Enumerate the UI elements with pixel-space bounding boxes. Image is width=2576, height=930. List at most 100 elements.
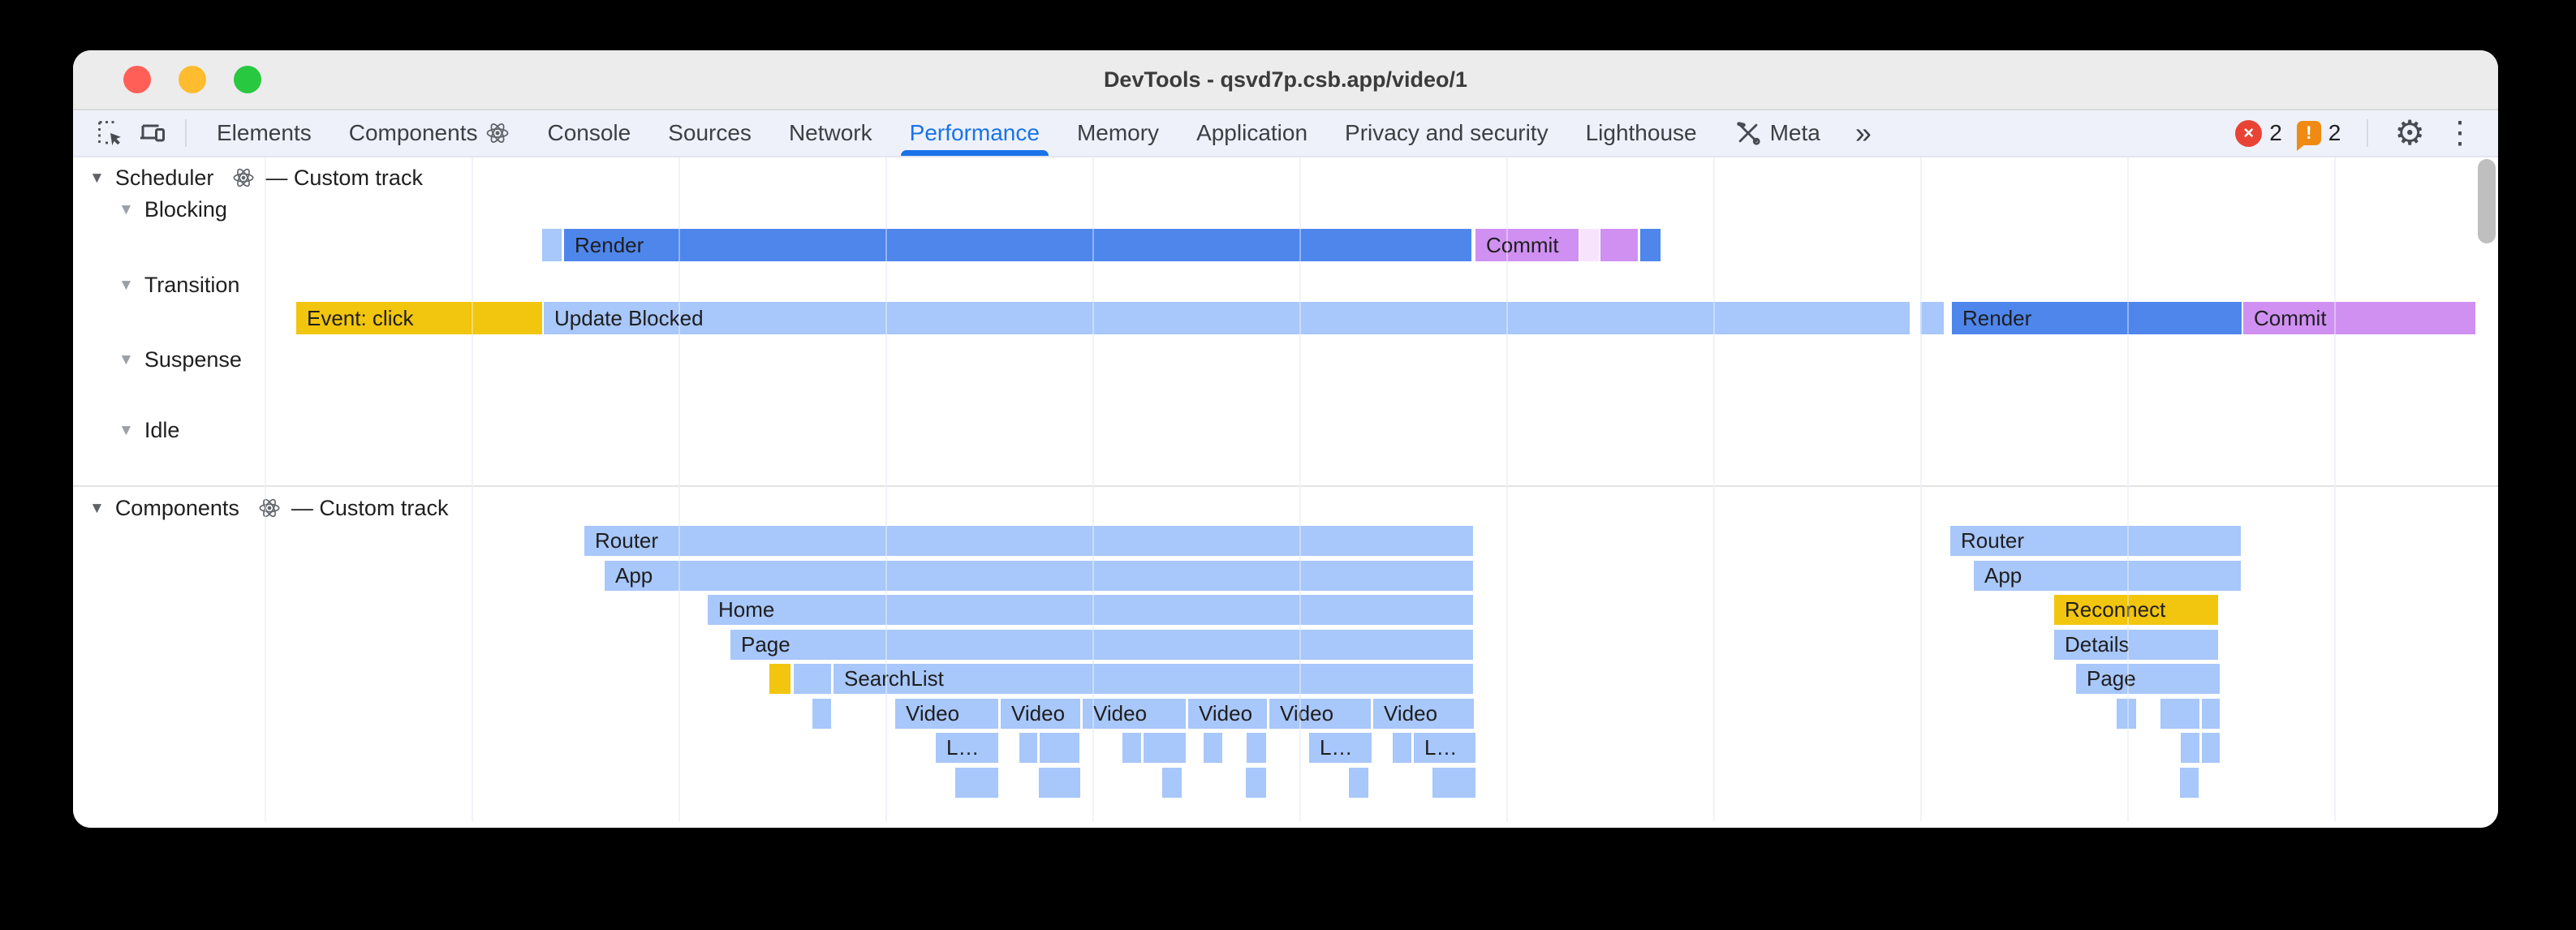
flame-bar[interactable] <box>1393 733 1411 763</box>
tab-label: Privacy and security <box>1345 120 1549 145</box>
disclosure-triangle-icon[interactable]: ▼ <box>118 276 134 294</box>
track-title: Suspense <box>144 347 242 372</box>
tab-meta[interactable]: Meta <box>1716 110 1839 156</box>
flame-bar[interactable] <box>2117 698 2136 729</box>
flame-bar-page[interactable]: Page <box>2076 664 2220 694</box>
flame-bar-render[interactable]: Render <box>1952 302 2242 334</box>
tab-components[interactable]: Components <box>330 110 529 156</box>
flame-bar[interactable] <box>2160 698 2199 729</box>
track-label-components[interactable]: ▼ Components — Custom track <box>89 493 448 523</box>
flame-bar[interactable] <box>2202 733 2220 763</box>
flame-bar-app[interactable]: App <box>605 560 1473 591</box>
flame-bar[interactable] <box>769 664 790 694</box>
tab-privacy-and-security[interactable]: Privacy and security <box>1326 110 1567 156</box>
disclosure-triangle-icon[interactable]: ▼ <box>118 421 134 439</box>
flame-bar[interactable] <box>1580 229 1599 261</box>
tab-label: Lighthouse <box>1585 120 1697 145</box>
flame-bar-home[interactable]: Home <box>708 595 1473 625</box>
error-count: 2 <box>2269 120 2282 145</box>
disclosure-triangle-icon[interactable]: ▼ <box>118 200 134 218</box>
flame-bar-commit[interactable]: Commit <box>1475 229 1579 261</box>
flame-bar[interactable] <box>1246 767 1266 798</box>
warning-icon: ! <box>2296 121 2321 151</box>
flame-bar[interactable] <box>1162 767 1182 798</box>
flame-bar-video[interactable]: Video <box>1188 698 1267 729</box>
track-label-suspense[interactable]: ▼ Suspense <box>118 344 242 375</box>
atom-icon <box>485 121 510 145</box>
atom-icon <box>258 497 281 519</box>
flame-bar-update-blocked[interactable]: Update Blocked <box>544 302 1910 334</box>
flame-bar-video[interactable]: Video <box>1269 698 1371 729</box>
error-badge[interactable]: × 2 <box>2235 119 2282 147</box>
disclosure-triangle-icon[interactable]: ▼ <box>89 169 105 187</box>
flame-bar[interactable] <box>542 229 562 261</box>
atom-icon <box>232 166 255 189</box>
close-window-button[interactable] <box>123 66 151 93</box>
flame-bar-searchlist[interactable]: SearchList <box>834 664 1473 694</box>
flame-bar-router[interactable]: Router <box>1950 526 2241 556</box>
tab-elements[interactable]: Elements <box>198 110 330 156</box>
track-label-transition[interactable]: ▼ Transition <box>118 269 239 300</box>
flame-bar[interactable] <box>1019 733 1037 763</box>
flame-bar[interactable] <box>1640 229 1661 261</box>
flame-bar-video[interactable]: Video <box>1373 698 1474 729</box>
inspect-element-icon[interactable] <box>89 114 131 153</box>
flame-bar[interactable] <box>955 767 998 798</box>
flame-bar-l[interactable]: L… <box>1414 733 1475 763</box>
tab-label: Memory <box>1076 120 1160 145</box>
flame-bar-l[interactable]: L… <box>1309 733 1372 763</box>
disclosure-triangle-icon[interactable]: ▼ <box>118 351 134 368</box>
flame-bar[interactable] <box>1349 767 1368 798</box>
flame-bar-page[interactable]: Page <box>730 629 1473 660</box>
tab-performance[interactable]: Performance <box>891 110 1058 156</box>
tab-application[interactable]: Application <box>1178 110 1326 156</box>
flame-bar[interactable] <box>1144 733 1186 763</box>
warning-badge[interactable]: ! 2 <box>2296 120 2341 151</box>
vertical-scrollbar[interactable] <box>2478 159 2496 243</box>
flame-bar[interactable] <box>2181 733 2199 763</box>
device-toolbar-icon[interactable] <box>131 114 174 153</box>
flame-bar-video[interactable]: Video <box>1001 698 1080 729</box>
flame-bar[interactable] <box>812 698 831 729</box>
flame-bar[interactable] <box>1432 767 1475 798</box>
tab-label: Elements <box>217 120 312 145</box>
zoom-window-button[interactable] <box>234 66 261 93</box>
tab-network[interactable]: Network <box>770 110 891 156</box>
error-icon: × <box>2235 119 2263 147</box>
flame-bar-render[interactable]: Render <box>564 229 1471 261</box>
tab-label: Network <box>788 120 872 145</box>
flame-bar[interactable] <box>794 664 831 694</box>
flame-bar[interactable] <box>1040 733 1079 763</box>
flame-bar[interactable] <box>1122 733 1141 763</box>
track-subtitle: — Custom track <box>291 495 449 520</box>
flame-bar-app[interactable]: App <box>1974 560 2241 591</box>
flame-bar[interactable] <box>1204 733 1222 763</box>
flame-bar[interactable] <box>1920 302 1944 334</box>
flame-bar[interactable] <box>1247 733 1266 763</box>
flame-bar-event-click[interactable]: Event: click <box>296 302 542 334</box>
tab-memory[interactable]: Memory <box>1058 110 1178 156</box>
flame-bar-details[interactable]: Details <box>2054 629 2218 660</box>
flame-bar-reconnect[interactable]: Reconnect <box>2054 595 2218 625</box>
track-label-scheduler[interactable]: ▼ Scheduler — Custom track <box>89 162 423 193</box>
flame-bar[interactable] <box>1600 229 1638 261</box>
minimize-window-button[interactable] <box>179 66 206 93</box>
flame-bar-video[interactable]: Video <box>1083 698 1186 729</box>
kebab-menu-icon[interactable]: ⋮ <box>2445 116 2475 150</box>
tab-sources[interactable]: Sources <box>649 110 770 156</box>
flame-bar[interactable] <box>2202 698 2220 729</box>
flame-bar[interactable] <box>2180 767 2199 798</box>
settings-gear-icon[interactable]: ⚙ <box>2394 114 2425 152</box>
more-tabs-icon[interactable]: » <box>1854 116 1872 149</box>
flame-bar[interactable] <box>1039 767 1080 798</box>
flame-bar-commit[interactable]: Commit <box>2243 302 2475 334</box>
track-title: Idle <box>144 417 180 442</box>
flame-bar-l[interactable]: L… <box>936 733 998 763</box>
tab-console[interactable]: Console <box>528 110 649 156</box>
disclosure-triangle-icon[interactable]: ▼ <box>89 499 105 517</box>
flame-bar-router[interactable]: Router <box>584 526 1473 556</box>
flame-bar-video[interactable]: Video <box>895 698 998 729</box>
tab-lighthouse[interactable]: Lighthouse <box>1567 110 1716 156</box>
track-label-blocking[interactable]: ▼ Blocking <box>118 194 227 225</box>
track-label-idle[interactable]: ▼ Idle <box>118 415 179 446</box>
